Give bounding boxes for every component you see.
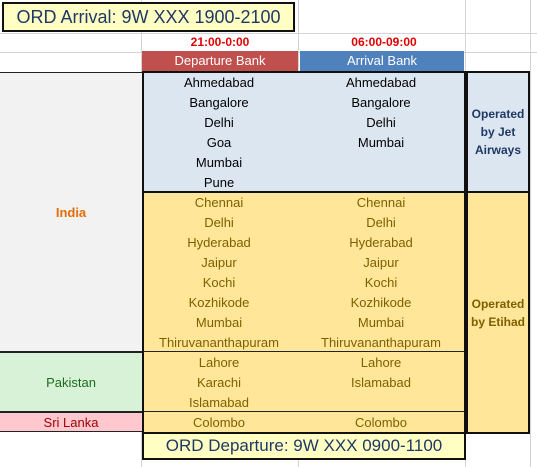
etihad-pakistan-departure-city: Islamabad xyxy=(189,395,249,410)
jet-arrival-city: Mumbai xyxy=(357,135,405,150)
etihad-india-arrival-city: Delhi xyxy=(366,215,396,230)
jet-departure-city: Delhi xyxy=(204,115,234,130)
etihad-operator-line-1: Operated xyxy=(471,296,525,311)
srilanka-divider xyxy=(144,411,464,412)
etihad-india-arrival-city: Kochi xyxy=(364,275,398,290)
etihad-india-departure-city: Kochi xyxy=(202,275,236,290)
etihad-pakistan-departure-city: Karachi xyxy=(196,375,242,390)
departure-title: ORD Departure: 9W XXX 0900-1100 xyxy=(142,432,466,460)
jet-operator-line-2: by Jet xyxy=(480,125,516,139)
arrival-time: 06:00-09:00 xyxy=(351,35,417,49)
etihad-srilanka-arrival-city: Colombo xyxy=(354,415,408,430)
etihad-india-arrival-city: Mumbai xyxy=(357,315,405,330)
jet-departure-city: Goa xyxy=(206,135,232,150)
jet-departure-city: Pune xyxy=(203,175,235,190)
etihad-srilanka-departure-city: Colombo xyxy=(192,415,246,430)
jet-arrival-city: Bangalore xyxy=(351,95,411,110)
region-india: India xyxy=(0,72,142,352)
etihad-india-departure-city: Thiruvananthapuram xyxy=(159,335,279,350)
jet-operator-line-1: Operated xyxy=(471,107,525,121)
etihad-operator-line-2: by Etihad xyxy=(470,314,525,329)
jet-departure-city: Bangalore xyxy=(189,95,249,110)
jet-departure-city: Ahmedabad xyxy=(183,75,255,90)
jet-arrival-city: Delhi xyxy=(366,115,396,130)
jet-airways-block xyxy=(142,71,466,193)
jet-departure-city: Mumbai xyxy=(195,155,243,170)
etihad-india-arrival-city: Hyderabad xyxy=(349,235,413,250)
region-sri-lanka-label: Sri Lanka xyxy=(43,414,99,430)
etihad-pakistan-arrival-city: Islamabad xyxy=(351,375,411,390)
region-sri-lanka: Sri Lanka xyxy=(0,412,142,432)
etihad-india-departure-city: Hyderabad xyxy=(187,235,251,250)
arrival-bank-header: Arrival Bank xyxy=(300,51,464,71)
etihad-india-departure-city: Delhi xyxy=(204,215,234,230)
etihad-pakistan-arrival-city: Lahore xyxy=(360,355,402,370)
etihad-india-departure-city: Mumbai xyxy=(195,315,243,330)
etihad-india-arrival-city: Thiruvananthapuram xyxy=(321,335,441,350)
operator-jet-airways: Operated by Jet Airways xyxy=(466,71,530,193)
departure-time: 21:00-0:00 xyxy=(190,35,250,49)
arrival-title: ORD Arrival: 9W XXX 1900-2100 xyxy=(2,2,295,32)
etihad-india-arrival-city: Jaipur xyxy=(363,255,399,270)
departure-bank-header: Departure Bank xyxy=(142,51,298,71)
etihad-india-arrival-city: Chennai xyxy=(356,195,406,210)
etihad-india-arrival-city: Kozhikode xyxy=(350,295,412,310)
etihad-pakistan-departure-city: Lahore xyxy=(198,355,240,370)
region-pakistan-label: Pakistan xyxy=(46,374,96,390)
pakistan-divider xyxy=(144,351,464,352)
etihad-india-departure-city: Chennai xyxy=(194,195,244,210)
region-india-label: India xyxy=(55,204,87,220)
etihad-india-departure-city: Jaipur xyxy=(201,255,237,270)
jet-operator-line-3: Airways xyxy=(474,143,522,157)
jet-arrival-city: Ahmedabad xyxy=(345,75,417,90)
operator-etihad: Operated by Etihad xyxy=(466,191,530,434)
region-pakistan: Pakistan xyxy=(0,352,142,412)
etihad-india-departure-city: Kozhikode xyxy=(188,295,250,310)
etihad-block xyxy=(142,191,466,434)
